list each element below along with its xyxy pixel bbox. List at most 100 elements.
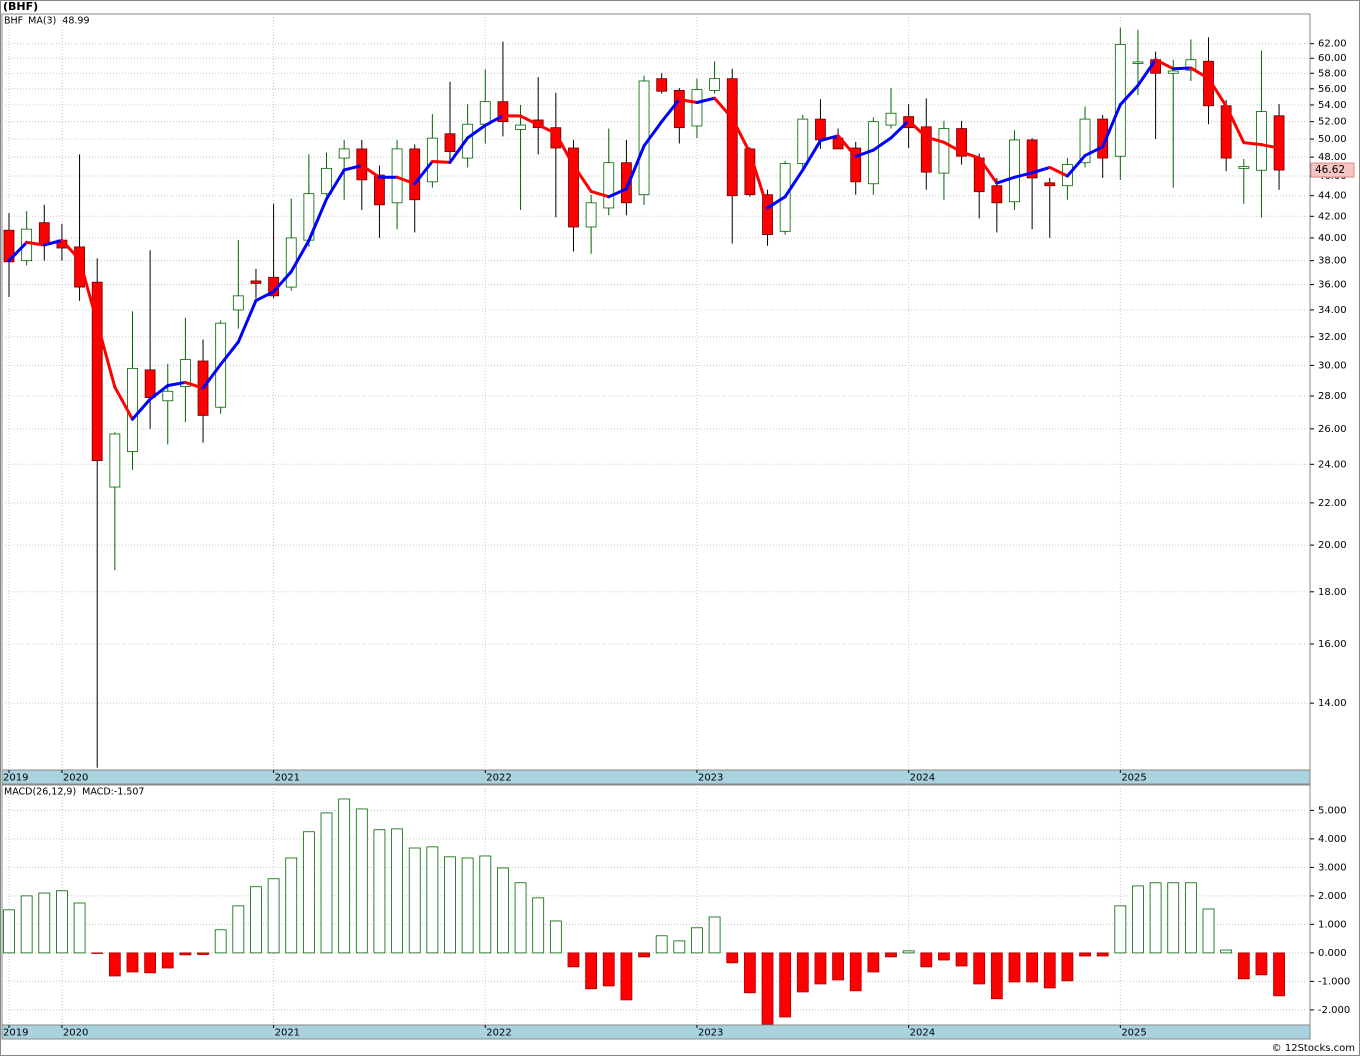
y-tick-label: 28.00: [1318, 391, 1347, 402]
legend-value: 48.99: [62, 16, 89, 27]
candle-body: [321, 167, 332, 195]
x-tick-label: 2019: [3, 773, 28, 784]
ma-line: [801, 139, 822, 172]
histogram-bar: [461, 857, 474, 954]
candle-body: [462, 123, 474, 159]
histogram-bar: [56, 890, 68, 954]
y-tick-label: 52.00: [1318, 117, 1347, 128]
histogram-bar: [920, 952, 933, 968]
histogram-bar: [497, 867, 509, 954]
ma-line: [183, 380, 205, 390]
ma-line: [536, 123, 558, 135]
histogram-bar: [726, 952, 739, 964]
histogram-bar: [1184, 882, 1197, 954]
y-tick-label: 32.00: [1318, 332, 1347, 343]
ma-line: [1048, 165, 1069, 178]
histogram-bar: [849, 952, 862, 992]
histogram-bar: [479, 855, 492, 954]
candle-body: [162, 390, 174, 402]
x-axis-strip: [1, 769, 1311, 785]
histogram-bar: [338, 798, 351, 954]
histogram-bar: [179, 952, 192, 956]
candle-body: [515, 124, 526, 130]
panel-title: MACD(26,12,9): [4, 787, 76, 798]
histogram-bar: [20, 895, 33, 954]
candle-body: [673, 90, 685, 129]
x-axis-strip: [1, 1024, 1311, 1040]
y-tick-label: 20.00: [1318, 540, 1347, 551]
histogram-bar: [250, 886, 262, 954]
ma-line: [1118, 83, 1140, 107]
y-tick-label: 34.00: [1318, 305, 1347, 316]
histogram-bar: [408, 847, 421, 954]
histogram-bar: [3, 909, 15, 954]
y-tick-label: 5.000: [1318, 805, 1347, 816]
ma-line: [942, 140, 964, 154]
candle-body: [444, 133, 456, 153]
ma-line: [1259, 143, 1281, 150]
histogram-bar: [1061, 952, 1074, 982]
y-tick-label: 44.00: [1318, 191, 1347, 202]
histogram-bar: [1273, 952, 1285, 997]
histogram-bar: [796, 952, 809, 993]
ma-line: [695, 96, 717, 104]
x-tick-label: 2022: [486, 1028, 511, 1039]
candle-body: [1256, 111, 1267, 171]
y-tick-label: 58.00: [1318, 68, 1347, 79]
ma-line: [607, 187, 628, 199]
candle-body: [38, 222, 50, 246]
histogram-bar: [885, 952, 897, 958]
ma-line: [201, 362, 223, 390]
candle-body: [797, 118, 809, 165]
ma-line: [1189, 66, 1211, 80]
candle-body: [409, 148, 421, 201]
ma-line: [25, 240, 46, 247]
ma-line: [995, 175, 1016, 185]
candle-body: [656, 78, 668, 92]
candle-body: [144, 369, 156, 398]
histogram-bar: [73, 902, 86, 954]
x-tick-label: 2021: [275, 1028, 300, 1039]
candle-body: [1132, 61, 1144, 64]
ma-line: [430, 159, 452, 164]
candle-body: [709, 78, 720, 91]
histogram-bar: [126, 952, 139, 973]
candle-body: [568, 147, 579, 228]
ma-line: [713, 96, 734, 120]
x-tick-label: 2024: [910, 773, 935, 784]
ma-line: [660, 97, 681, 124]
histogram-bar: [867, 952, 880, 973]
x-tick-label: 2020: [63, 1028, 88, 1039]
histogram-bar: [1220, 949, 1233, 954]
y-tick-label: 26.00: [1318, 424, 1347, 435]
y-tick-label: 4.000: [1318, 834, 1347, 845]
ma-line: [219, 340, 240, 366]
histogram-bar: [108, 952, 121, 977]
histogram-bar: [91, 952, 104, 954]
histogram-bar: [549, 920, 562, 954]
ma-line: [924, 135, 946, 144]
histogram-bar: [602, 952, 615, 987]
ma-line: [342, 164, 364, 172]
candle-body: [938, 128, 950, 174]
candle-body: [621, 162, 632, 204]
ma-line: [642, 120, 664, 148]
ma-line: [730, 116, 752, 155]
legend-entry: MA(3): [28, 16, 56, 27]
ma-line: [42, 238, 64, 247]
histogram-bar: [990, 952, 1003, 1000]
x-tick-label: 2024: [910, 1028, 935, 1039]
histogram-bar: [267, 878, 280, 954]
candle-body: [762, 194, 773, 236]
ma-line: [1154, 58, 1175, 71]
x-tick-label: 2022: [486, 773, 511, 784]
histogram-bar: [567, 952, 580, 968]
ma-line: [589, 189, 611, 199]
ma-line: [1101, 103, 1122, 149]
candle-body: [638, 80, 650, 196]
ma-line: [1012, 171, 1034, 179]
candle-body: [603, 162, 615, 209]
ma-line: [1083, 145, 1105, 158]
ma-line: [483, 114, 505, 127]
y-tick-label: 16.00: [1318, 639, 1347, 650]
